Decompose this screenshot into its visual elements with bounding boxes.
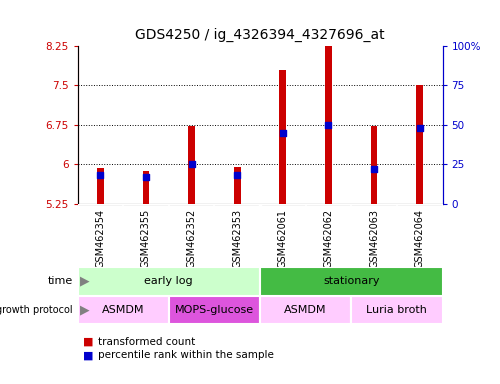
Bar [260, 296, 351, 324]
Point [370, 166, 378, 172]
Text: growth protocol: growth protocol [0, 305, 72, 315]
Text: ▶: ▶ [80, 304, 89, 316]
Bar [325, 39, 332, 204]
Title: GDS4250 / ig_4326394_4327696_at: GDS4250 / ig_4326394_4327696_at [135, 28, 385, 42]
Bar [234, 167, 240, 204]
Point [96, 172, 104, 178]
Bar [188, 126, 195, 204]
Bar [169, 296, 260, 324]
Text: ASMDM: ASMDM [102, 305, 144, 315]
Text: GSM462064: GSM462064 [414, 209, 424, 268]
Text: early log: early log [144, 276, 193, 286]
Text: GSM462354: GSM462354 [96, 209, 106, 268]
Text: ASMDM: ASMDM [284, 305, 327, 315]
Text: GSM462353: GSM462353 [232, 209, 242, 268]
Bar [78, 267, 260, 296]
Text: ■: ■ [82, 350, 93, 360]
Bar [78, 296, 169, 324]
Bar [280, 70, 286, 204]
Text: ■: ■ [82, 337, 93, 347]
Text: ▶: ▶ [80, 275, 89, 288]
Bar [97, 168, 103, 204]
Text: GSM462355: GSM462355 [141, 209, 151, 268]
Text: stationary: stationary [323, 276, 380, 286]
Text: GSM462063: GSM462063 [369, 209, 379, 268]
Text: percentile rank within the sample: percentile rank within the sample [98, 350, 274, 360]
Point [188, 161, 196, 167]
Bar [370, 126, 378, 204]
Text: GSM462352: GSM462352 [186, 209, 196, 268]
Text: time: time [47, 276, 72, 286]
Text: Luria broth: Luria broth [366, 305, 428, 315]
Point [416, 125, 424, 131]
Bar [142, 171, 150, 204]
Point [142, 174, 150, 180]
Bar [416, 86, 423, 204]
Bar [351, 296, 442, 324]
Point [279, 130, 287, 136]
Text: GSM462062: GSM462062 [324, 209, 334, 268]
Text: MOPS-glucose: MOPS-glucose [175, 305, 254, 315]
Point [233, 172, 241, 178]
Text: GSM462061: GSM462061 [278, 209, 288, 268]
Bar [260, 267, 442, 296]
Text: transformed count: transformed count [98, 337, 195, 347]
Point [324, 122, 332, 128]
